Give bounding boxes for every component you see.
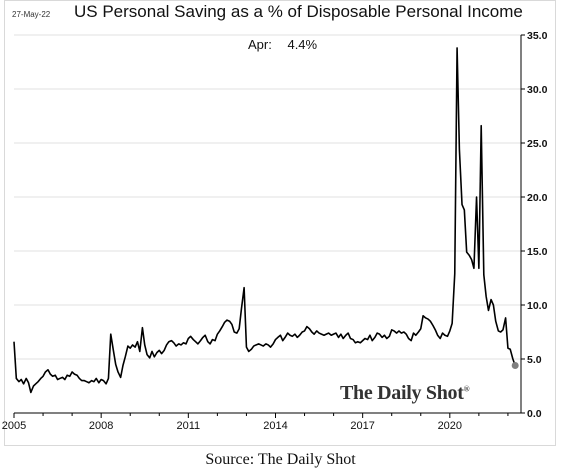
x-axis-ticks: 2005 2008 2011 2014 2017 2020 [2, 413, 509, 432]
registered-mark: ® [463, 384, 470, 394]
chart-plot: 2005 2008 2011 2014 2017 2020 0.0 5.0 10.0 15.0 2… [2, 30, 548, 432]
y-tick-label: 20.0 [527, 192, 548, 204]
axes [14, 35, 522, 414]
x-tick-label: 2020 [438, 420, 462, 432]
y-tick-label: 25.0 [527, 138, 548, 150]
brand-name: The Daily Shot [340, 382, 464, 404]
y-tick-label: 0.0 [527, 408, 542, 420]
y-tick-label: 30.0 [527, 84, 548, 96]
y-axis-ticks: 0.0 5.0 10.0 15.0 20.0 25.0 30.0 35.0 [521, 30, 548, 420]
gridlines [14, 34, 521, 360]
x-tick-label: 2005 [2, 420, 26, 432]
brand-logo: The Daily Shot® [340, 382, 470, 405]
latest-value: 4.4% [287, 37, 318, 52]
source-note: Source: The Daily Shot [205, 451, 356, 468]
x-tick-label: 2017 [350, 420, 374, 432]
latest-label: Apr: [248, 37, 272, 52]
x-tick-label: 2011 [176, 420, 200, 432]
chart-date: 27-May-22 [12, 10, 51, 19]
chart-title: US Personal Saving as a % of Disposable … [74, 2, 523, 21]
x-tick-label: 2014 [263, 420, 287, 432]
latest-point-marker [511, 361, 519, 369]
y-tick-label: 10.0 [527, 300, 548, 312]
series-group [13, 47, 519, 394]
series-line [13, 47, 516, 394]
y-tick-label: 5.0 [527, 354, 542, 366]
latest-value-annotation: Apr: 4.4% [248, 37, 317, 52]
y-tick-label: 15.0 [527, 246, 548, 258]
x-tick-label: 2008 [89, 420, 113, 432]
chart-frame [4, 0, 556, 446]
y-tick-label: 35.0 [527, 30, 548, 42]
